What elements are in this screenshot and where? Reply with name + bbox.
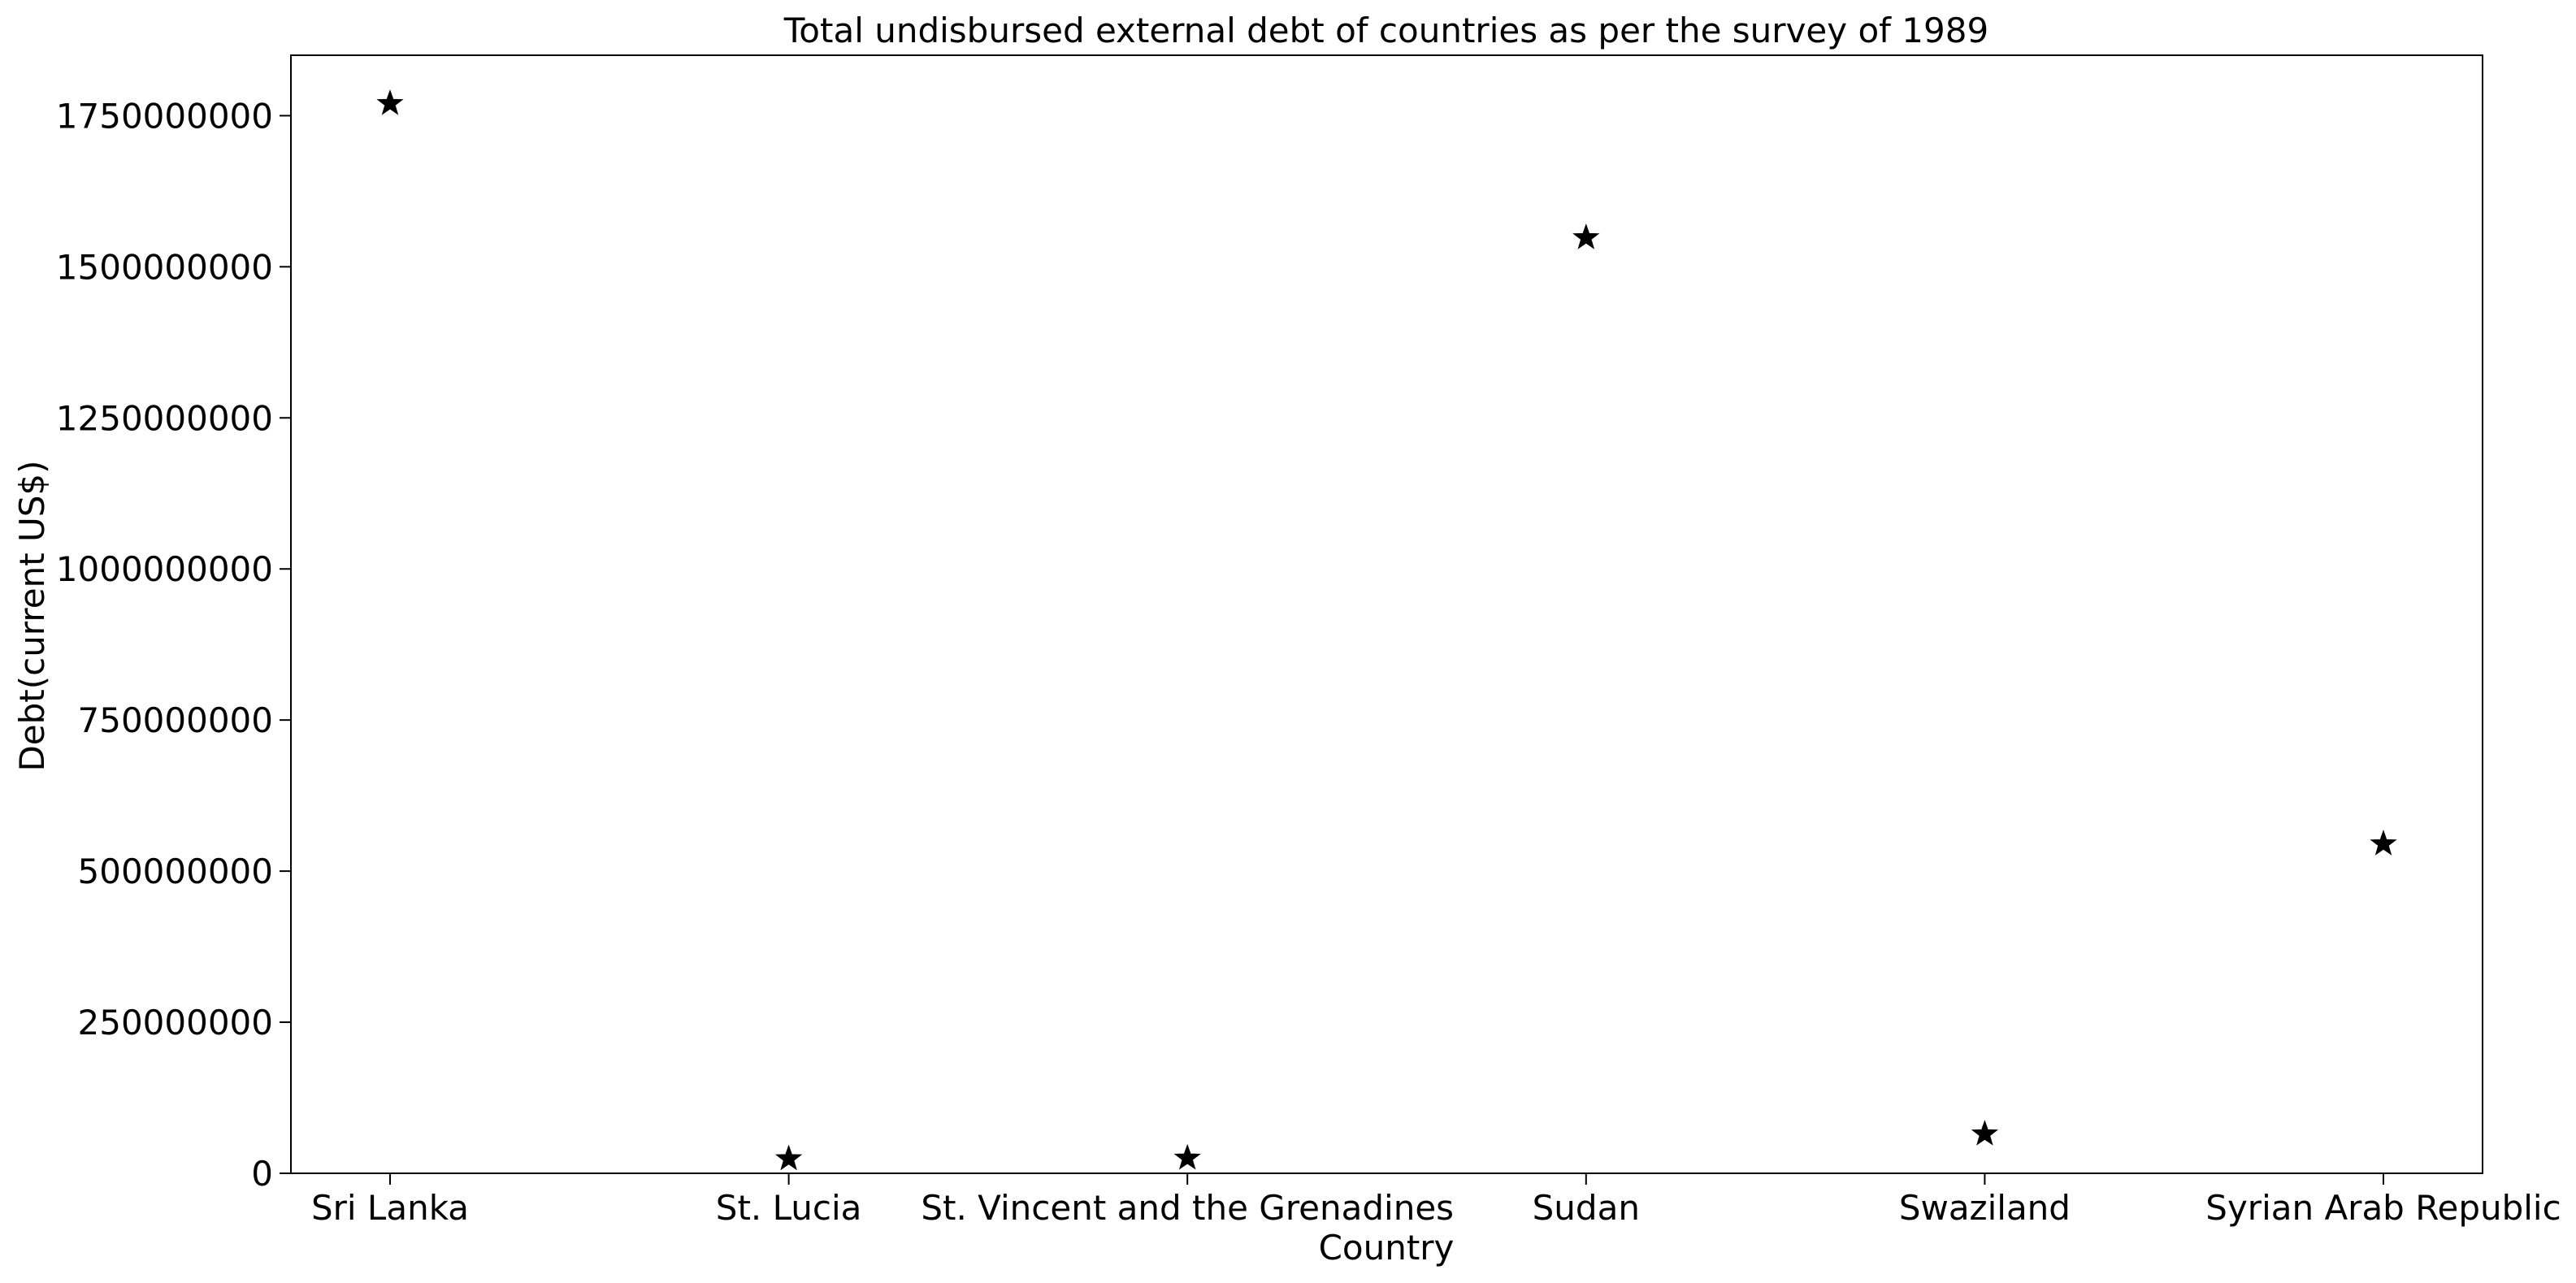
data-point-star xyxy=(376,89,404,115)
x-tick-label: Syrian Arab Republic xyxy=(2205,1188,2561,1228)
y-tick-label: 1000000000 xyxy=(56,549,273,589)
x-tick-label: St. Lucia xyxy=(716,1188,862,1228)
data-point-star xyxy=(2370,830,2397,856)
x-tick-label: Swaziland xyxy=(1899,1188,2071,1228)
x-tick-label: St. Vincent and the Grenadines xyxy=(921,1188,1454,1228)
y-tick-label: 750000000 xyxy=(78,700,274,740)
plot-frame xyxy=(290,54,2483,1174)
x-axis-label: Country xyxy=(1319,1228,1455,1268)
y-tick-label: 250000000 xyxy=(78,1003,274,1042)
y-axis-label: Debt(current US$) xyxy=(12,460,52,771)
data-point-star xyxy=(1971,1120,1999,1146)
data-point-star xyxy=(1572,223,1600,249)
data-point-star xyxy=(1173,1143,1201,1170)
chart-title: Total undisbursed external debt of count… xyxy=(783,11,1988,50)
x-tick-label: Sri Lanka xyxy=(311,1188,469,1228)
x-tick-label: Sudan xyxy=(1533,1188,1640,1228)
y-tick-label: 1750000000 xyxy=(56,96,273,136)
y-tick-label: 1500000000 xyxy=(56,247,273,287)
y-tick-label: 1250000000 xyxy=(56,398,273,438)
y-tick-label: 0 xyxy=(251,1154,273,1194)
plot-area: 0 250000000 500000000 750000000 1000000000 12… xyxy=(56,54,2561,1228)
data-point-star xyxy=(774,1144,803,1171)
y-tick-label: 500000000 xyxy=(78,852,274,891)
